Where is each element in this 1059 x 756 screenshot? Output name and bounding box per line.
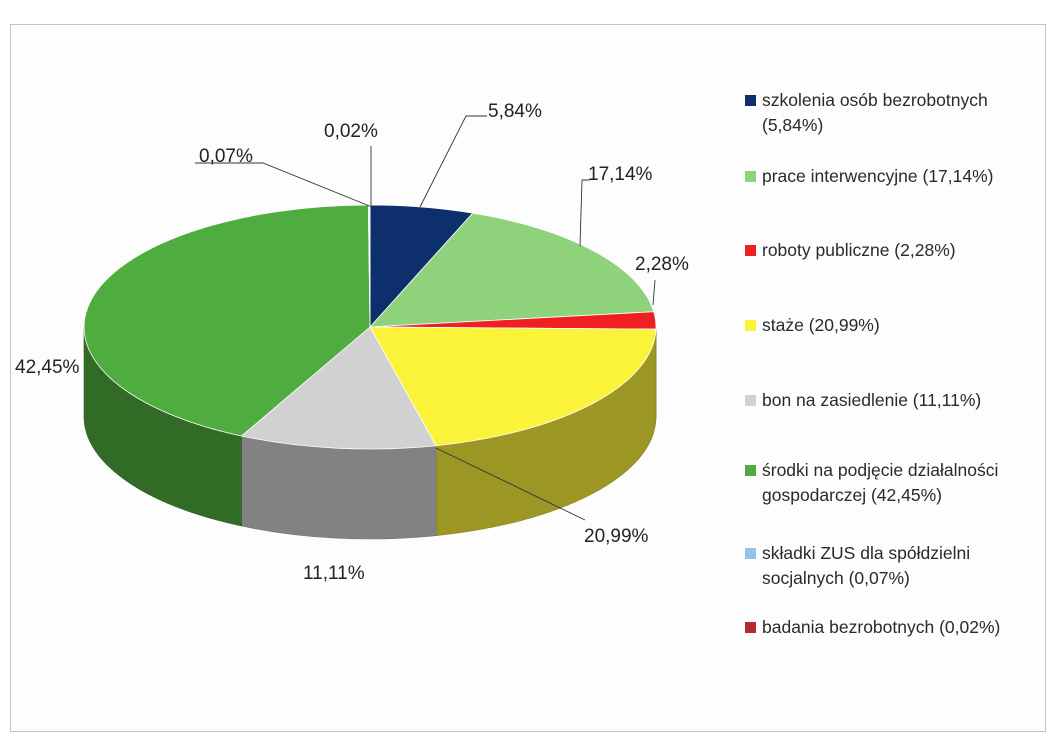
leader-prace-interwencyjne	[579, 179, 590, 247]
legend-item-prace-interwencyjne: prace interwencyjne (17,14%)	[745, 164, 1052, 189]
legend-item-skladki-zus: składki ZUS dla spółdzielni socjalnych (…	[745, 541, 1052, 591]
legend-swatch	[745, 548, 756, 559]
leader-roboty-publiczne	[652, 279, 656, 306]
legend-label: roboty publiczne (2,28%)	[762, 240, 956, 260]
legend-swatch	[745, 320, 756, 331]
legend-label: szkolenia osób bezrobotnych (5,84%)	[762, 90, 988, 135]
leader-staze	[435, 447, 586, 521]
legend-item-staze: staże (20,99%)	[745, 313, 1052, 338]
data-label-prace-interwencyjne: 17,14%	[588, 164, 653, 185]
legend-label: środki na podjęcie działalności gospodar…	[762, 460, 999, 505]
data-label-roboty-publiczne: 2,28%	[635, 254, 689, 275]
legend-swatch	[745, 465, 756, 476]
data-label-szkolenia: 5,84%	[488, 101, 542, 122]
legend-label: prace interwencyjne (17,14%)	[762, 166, 994, 186]
legend-swatch	[745, 171, 756, 182]
legend-swatch	[745, 395, 756, 406]
legend-label: staże (20,99%)	[762, 315, 880, 335]
pie-slice-srodki-na-podjecie	[83, 204, 371, 437]
legend-item-badania-bezrobotnych: badania bezrobotnych (0,02%)	[745, 615, 1052, 640]
legend-swatch	[745, 622, 756, 633]
legend-item-szkolenia: szkolenia osób bezrobotnych (5,84%)	[745, 88, 1052, 138]
legend-label: badania bezrobotnych (0,02%)	[762, 617, 1001, 637]
legend-label: bon na zasiedlenie (11,11%)	[762, 390, 982, 410]
data-label-badania: 0,02%	[324, 121, 378, 142]
legend-item-srodki-na-podjecie: środki na podjęcie działalności gospodar…	[745, 458, 1052, 508]
legend-item-roboty-publiczne: roboty publiczne (2,28%)	[745, 238, 1052, 263]
pie-slice-prace-interwencyjne	[369, 212, 655, 328]
leader-szkolenia	[419, 115, 487, 208]
pie-slice-staze	[369, 326, 657, 447]
data-label-srodki: 42,45%	[15, 357, 80, 378]
legend-swatch	[745, 95, 756, 106]
data-label-bon: 11,11%	[303, 563, 365, 584]
legend-item-bon-na-zasiedlenie: bon na zasiedlenie (11,11%)	[745, 388, 1052, 413]
leader-skladki-zus	[195, 162, 373, 208]
data-label-staze: 20,99%	[584, 526, 649, 547]
pie-side-bon-na-zasiedlenie	[241, 435, 437, 540]
data-label-skladki-zus: 0,07%	[199, 146, 253, 167]
pie-slice-bon-na-zasiedlenie	[240, 326, 437, 450]
legend-swatch	[745, 245, 756, 256]
legend-label: składki ZUS dla spółdzielni socjalnych (…	[762, 543, 971, 588]
